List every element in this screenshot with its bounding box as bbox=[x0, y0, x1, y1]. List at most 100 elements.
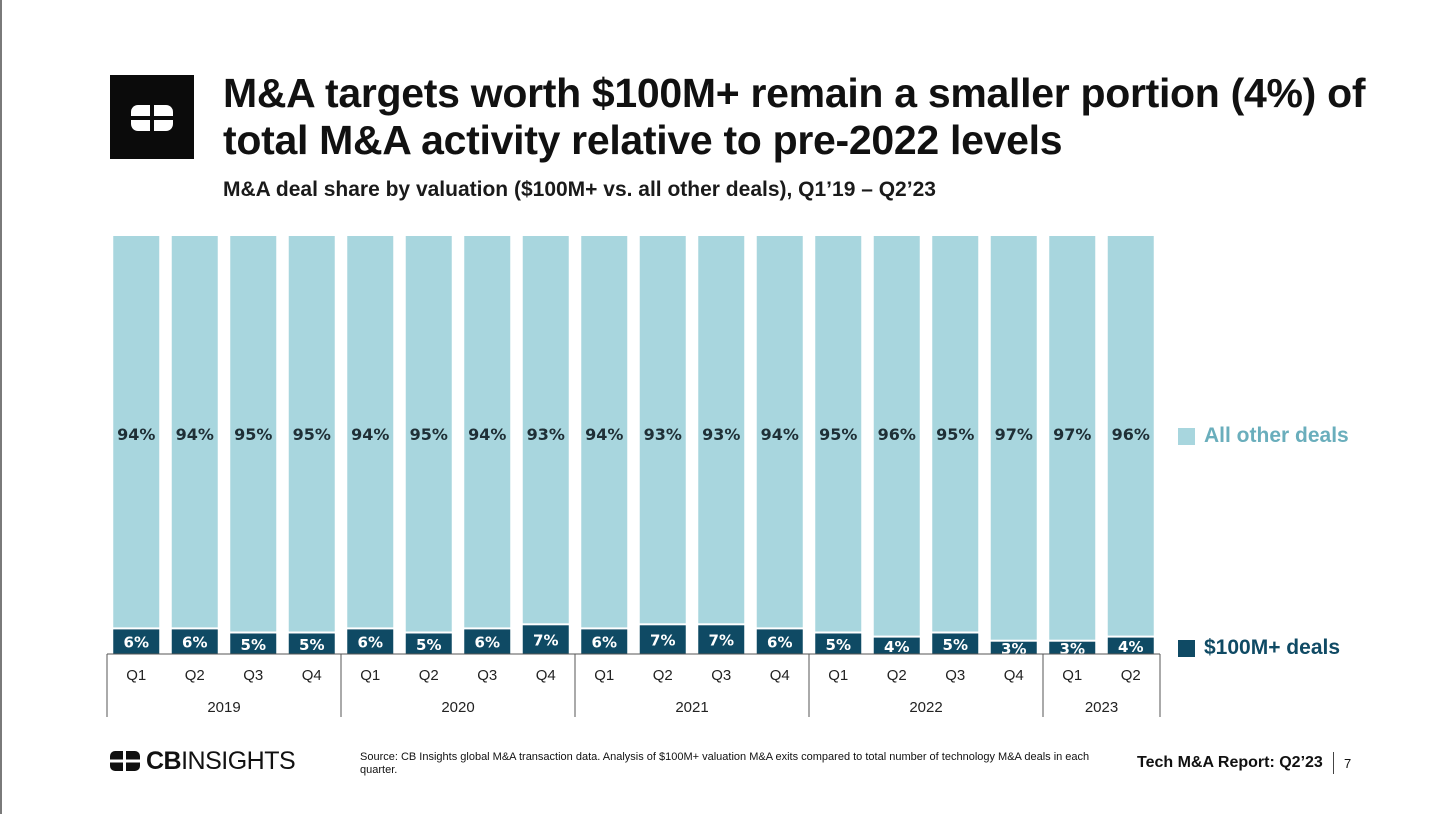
data-label-other: 94% bbox=[351, 425, 389, 444]
x-tick-label: Q4 bbox=[1004, 667, 1024, 684]
legend-item-100m-deals: $100M+ deals bbox=[1178, 636, 1340, 660]
bar-other-deals bbox=[171, 236, 218, 628]
data-label-100m: 6% bbox=[182, 634, 207, 652]
footer-divider bbox=[1333, 752, 1334, 774]
legend-label-100m: $100M+ deals bbox=[1204, 636, 1341, 659]
x-tick-label: Q1 bbox=[126, 667, 146, 684]
x-tick-label: Q1 bbox=[360, 667, 380, 684]
x-tick-label: Q4 bbox=[302, 667, 322, 684]
x-tick-label: Q3 bbox=[243, 667, 263, 684]
x-tick-label: Q3 bbox=[711, 667, 731, 684]
x-tick-label: Q2 bbox=[185, 667, 205, 684]
bar-other-deals bbox=[581, 236, 628, 628]
data-label-100m: 7% bbox=[709, 632, 734, 650]
data-label-other: 95% bbox=[936, 425, 974, 444]
legend-swatch-100m bbox=[1178, 639, 1195, 657]
page-title: M&A targets worth $100M+ remain a smalle… bbox=[223, 70, 1366, 163]
x-group-label: 2019 bbox=[207, 699, 240, 716]
data-label-other: 95% bbox=[234, 425, 272, 444]
brand-name: CBINSIGHTS bbox=[146, 747, 296, 775]
source-note: Source: CB Insights global M&A transacti… bbox=[360, 751, 1090, 776]
page-number: 7 bbox=[1344, 756, 1352, 771]
bar-other-deals bbox=[405, 236, 452, 632]
data-label-100m: 7% bbox=[650, 632, 675, 650]
data-label-other: 94% bbox=[761, 425, 799, 444]
bar-other-deals bbox=[1107, 236, 1154, 636]
bar-other-deals bbox=[1049, 236, 1096, 640]
bar-other-deals bbox=[639, 236, 686, 624]
bar-100m-deals bbox=[932, 633, 979, 654]
bar-100m-deals bbox=[873, 637, 920, 654]
bar-other-deals bbox=[347, 236, 394, 628]
data-label-100m: 5% bbox=[299, 636, 324, 654]
bar-other-deals bbox=[815, 236, 862, 632]
x-tick-label: Q4 bbox=[536, 667, 556, 684]
cb-logo-icon bbox=[110, 75, 194, 159]
bar-100m-deals bbox=[288, 633, 335, 654]
data-label-other: 93% bbox=[527, 425, 565, 444]
brand-name-light: INSIGHTS bbox=[181, 747, 296, 775]
bar-other-deals bbox=[756, 236, 803, 628]
bar-100m-deals bbox=[639, 625, 686, 654]
data-label-100m: 6% bbox=[592, 634, 617, 652]
bar-other-deals bbox=[288, 236, 335, 632]
cb-mark-icon bbox=[110, 751, 140, 771]
x-tick-label: Q2 bbox=[419, 667, 439, 684]
x-group-label: 2022 bbox=[909, 699, 942, 716]
x-group-label: 2021 bbox=[675, 699, 708, 716]
bar-other-deals bbox=[873, 236, 920, 636]
x-tick-label: Q2 bbox=[653, 667, 673, 684]
data-label-100m: 5% bbox=[416, 636, 441, 654]
data-label-other: 96% bbox=[1112, 425, 1150, 444]
data-label-100m: 7% bbox=[533, 632, 558, 650]
data-label-other: 94% bbox=[468, 425, 506, 444]
x-tick-label: Q3 bbox=[945, 667, 965, 684]
data-label-100m: 3% bbox=[1001, 640, 1026, 658]
data-label-other: 97% bbox=[1053, 425, 1091, 444]
bar-100m-deals bbox=[464, 629, 511, 654]
data-label-other: 93% bbox=[702, 425, 740, 444]
data-label-other: 97% bbox=[995, 425, 1033, 444]
x-group-label: 2020 bbox=[441, 699, 474, 716]
cbinsights-footer-logo: CBINSIGHTS bbox=[110, 747, 296, 775]
brand-name-bold: CB bbox=[146, 747, 182, 775]
x-tick-label: Q1 bbox=[594, 667, 614, 684]
bar-100m-deals bbox=[990, 641, 1037, 654]
bar-100m-deals bbox=[815, 633, 862, 654]
data-label-other: 96% bbox=[878, 425, 916, 444]
x-tick-label: Q2 bbox=[887, 667, 907, 684]
bar-100m-deals bbox=[581, 629, 628, 654]
bar-100m-deals bbox=[1107, 637, 1154, 654]
x-group-label: 2023 bbox=[1085, 699, 1118, 716]
bar-100m-deals bbox=[405, 633, 452, 654]
bar-100m-deals bbox=[1049, 641, 1096, 654]
bar-100m-deals bbox=[347, 629, 394, 654]
data-label-other: 95% bbox=[293, 425, 331, 444]
data-label-100m: 6% bbox=[358, 634, 383, 652]
bar-other-deals bbox=[464, 236, 511, 628]
data-label-100m: 3% bbox=[1060, 640, 1085, 658]
data-label-100m: 6% bbox=[475, 634, 500, 652]
data-label-100m: 5% bbox=[826, 636, 851, 654]
data-label-other: 94% bbox=[176, 425, 214, 444]
bar-other-deals bbox=[698, 236, 745, 624]
data-label-other: 95% bbox=[819, 425, 857, 444]
data-label-100m: 4% bbox=[1118, 638, 1143, 656]
legend-label-other: All other deals bbox=[1204, 424, 1349, 447]
bar-100m-deals bbox=[171, 629, 218, 654]
bar-other-deals bbox=[522, 236, 569, 624]
bar-100m-deals bbox=[756, 629, 803, 654]
data-label-100m: 5% bbox=[943, 636, 968, 654]
data-label-100m: 6% bbox=[767, 634, 792, 652]
bar-other-deals bbox=[932, 236, 979, 632]
data-label-other: 93% bbox=[644, 425, 682, 444]
x-tick-label: Q3 bbox=[477, 667, 497, 684]
data-label-other: 95% bbox=[410, 425, 448, 444]
bar-other-deals bbox=[230, 236, 277, 632]
bar-100m-deals bbox=[113, 629, 160, 654]
x-tick-label: Q1 bbox=[1062, 667, 1082, 684]
legend-item-other-deals: All other deals bbox=[1178, 424, 1349, 448]
bar-other-deals bbox=[113, 236, 160, 628]
x-tick-label: Q1 bbox=[828, 667, 848, 684]
